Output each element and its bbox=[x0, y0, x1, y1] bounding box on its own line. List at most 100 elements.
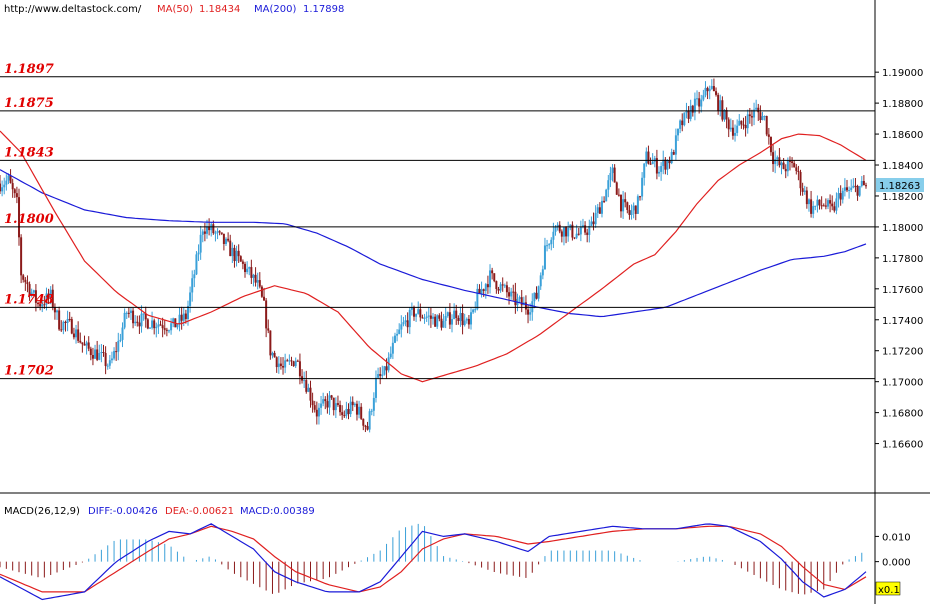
candle-body bbox=[3, 184, 6, 188]
candle-body bbox=[60, 329, 63, 331]
candle-body bbox=[630, 210, 633, 215]
candle-body bbox=[860, 180, 863, 186]
ma200-line bbox=[0, 169, 867, 318]
candle-body bbox=[761, 116, 764, 121]
candle-body bbox=[241, 261, 244, 264]
candle-body bbox=[710, 86, 713, 89]
candle-body bbox=[727, 119, 730, 130]
candle-body bbox=[750, 116, 753, 118]
price-axis: 1.19000 1.18800 1.18600 1.18400 1.18200 1.180… bbox=[875, 68, 923, 451]
candle-body bbox=[79, 340, 82, 343]
candle-body bbox=[734, 132, 737, 136]
candle-body bbox=[767, 134, 770, 137]
price-tick-label: 1.16600 bbox=[882, 440, 923, 451]
candle-body bbox=[119, 339, 122, 341]
candle-body bbox=[252, 274, 255, 278]
candle-body bbox=[736, 125, 739, 133]
zoom-badge[interactable]: x0.1 bbox=[875, 581, 901, 596]
candle-body bbox=[134, 321, 137, 324]
candle-body bbox=[577, 233, 580, 235]
candle-body bbox=[195, 254, 198, 275]
candle-body bbox=[554, 226, 557, 232]
source-url: http://www.deltastock.com/ bbox=[4, 4, 142, 15]
candle-body bbox=[22, 275, 25, 280]
candle-body bbox=[113, 351, 116, 359]
candle-body bbox=[336, 403, 339, 405]
candle-body bbox=[757, 107, 760, 113]
candle-body bbox=[186, 305, 189, 320]
candle-body bbox=[533, 292, 536, 302]
price-tick-label: 1.18600 bbox=[882, 130, 923, 141]
candle-body bbox=[377, 374, 380, 378]
candle-body bbox=[233, 247, 236, 262]
candle-body bbox=[712, 86, 715, 92]
candle-body bbox=[275, 357, 278, 368]
candle-body bbox=[292, 361, 295, 367]
candle-body bbox=[537, 286, 540, 299]
candle-body bbox=[634, 205, 637, 214]
level-label: 1.1843 bbox=[4, 145, 54, 160]
candle-body bbox=[237, 250, 240, 257]
candle-body bbox=[753, 109, 756, 118]
candle-body bbox=[317, 407, 320, 417]
candle-body bbox=[852, 185, 855, 188]
candle-body bbox=[446, 312, 449, 317]
zoom-badge-text[interactable]: x0.1 bbox=[878, 585, 900, 596]
candle-body bbox=[835, 198, 838, 211]
candle-body bbox=[518, 297, 521, 299]
candle-body bbox=[668, 160, 671, 164]
candle-body bbox=[15, 193, 18, 198]
candle-body bbox=[499, 284, 502, 291]
candle-body bbox=[379, 374, 382, 376]
candle-body bbox=[421, 317, 424, 319]
candle-body bbox=[467, 318, 470, 325]
candle-body bbox=[550, 239, 553, 245]
candle-body bbox=[666, 160, 669, 170]
candle-body bbox=[197, 252, 200, 255]
candle-body bbox=[349, 401, 352, 415]
price-tick-label: 1.18400 bbox=[882, 161, 923, 172]
candle-body bbox=[58, 310, 61, 330]
header-line: http://www.deltastock.com/ MA(50) 1.1843… bbox=[4, 4, 344, 15]
candle-body bbox=[404, 320, 407, 323]
candle-body bbox=[39, 304, 42, 307]
candle-body bbox=[193, 274, 196, 279]
zoom-badge-box[interactable] bbox=[875, 581, 901, 596]
macd-panel bbox=[0, 523, 867, 601]
candle-body bbox=[222, 233, 225, 244]
candle-body bbox=[396, 333, 399, 336]
candle-body bbox=[708, 88, 711, 92]
candle-body bbox=[351, 401, 354, 406]
candle-body bbox=[552, 231, 555, 240]
candle-body bbox=[609, 173, 612, 181]
candle-body bbox=[254, 274, 257, 283]
candle-body bbox=[778, 157, 781, 166]
candle-body bbox=[176, 324, 179, 328]
candle-body bbox=[178, 314, 181, 325]
candle-body bbox=[104, 352, 107, 366]
candle-body bbox=[355, 403, 358, 415]
candle-body bbox=[822, 205, 825, 207]
candle-body bbox=[603, 200, 606, 202]
candle-body bbox=[189, 292, 192, 306]
price-tick-label: 1.17000 bbox=[882, 378, 923, 389]
candle-body bbox=[265, 300, 268, 329]
candle-body bbox=[400, 324, 403, 330]
candle-body bbox=[412, 307, 415, 317]
candle-body bbox=[774, 159, 777, 165]
candle-body bbox=[108, 360, 111, 366]
candle-body bbox=[157, 324, 160, 327]
price-tick-label: 1.18200 bbox=[882, 192, 923, 203]
candle-body bbox=[366, 426, 369, 430]
candle-body bbox=[132, 310, 135, 324]
candle-body bbox=[548, 244, 551, 246]
candle-body bbox=[256, 280, 259, 283]
candle-body bbox=[803, 190, 806, 192]
candle-body bbox=[508, 292, 511, 297]
candle-body bbox=[491, 270, 494, 274]
candle-body bbox=[311, 400, 314, 406]
candle-body bbox=[717, 94, 720, 111]
candle-body bbox=[140, 313, 143, 327]
candle-body bbox=[575, 233, 578, 238]
candle-body bbox=[489, 270, 492, 288]
